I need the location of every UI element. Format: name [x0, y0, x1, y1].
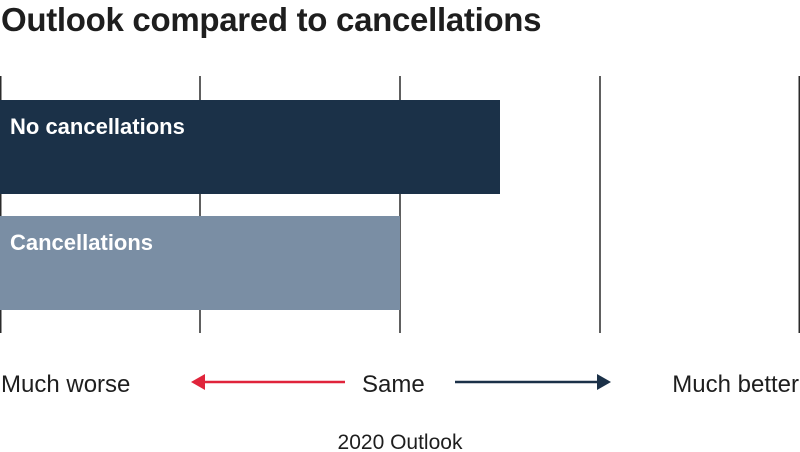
- bar-no-cancellations: [0, 100, 500, 194]
- bar-label-no-cancellations: No cancellations: [10, 114, 185, 139]
- x-axis-label: 2020 Outlook: [338, 431, 463, 452]
- scale-label-much-better: Much better: [672, 371, 799, 398]
- bar-label-cancellations: Cancellations: [10, 230, 153, 255]
- worse-arrow: [191, 374, 345, 390]
- chart-title: Outlook compared to cancellations: [1, 1, 542, 38]
- bar-cancellations: [0, 216, 400, 310]
- scale-label-much-worse: Much worse: [1, 371, 130, 398]
- scale-label-same: Same: [362, 371, 425, 398]
- better-arrow: [455, 374, 611, 390]
